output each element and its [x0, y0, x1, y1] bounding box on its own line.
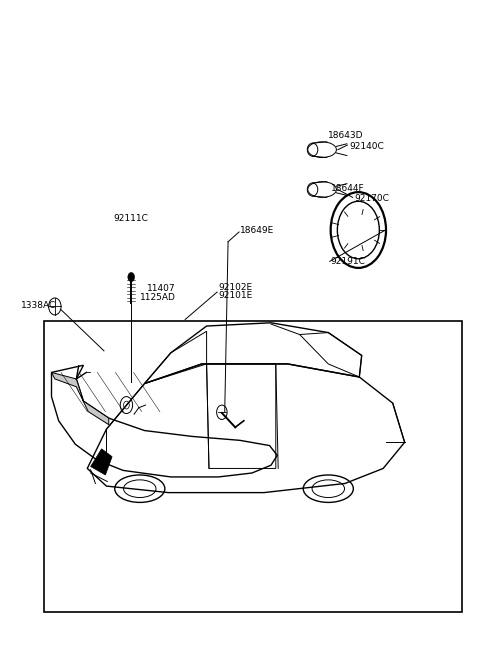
Text: 18649E: 18649E [240, 226, 274, 234]
Text: 1338AC: 1338AC [21, 300, 56, 310]
Text: 92102E: 92102E [218, 283, 252, 292]
Text: 92101E: 92101E [218, 291, 253, 300]
Text: 92191C: 92191C [331, 257, 366, 266]
Polygon shape [91, 449, 112, 475]
Text: 11407: 11407 [147, 284, 176, 293]
Text: 92140C: 92140C [350, 142, 384, 151]
Polygon shape [51, 373, 109, 424]
Text: 18644F: 18644F [331, 184, 364, 193]
Text: 92111C: 92111C [114, 214, 148, 223]
Text: 18643D: 18643D [328, 131, 364, 140]
Text: 92170C: 92170C [355, 194, 389, 203]
Text: 1125AD: 1125AD [140, 293, 176, 302]
Circle shape [128, 272, 134, 281]
